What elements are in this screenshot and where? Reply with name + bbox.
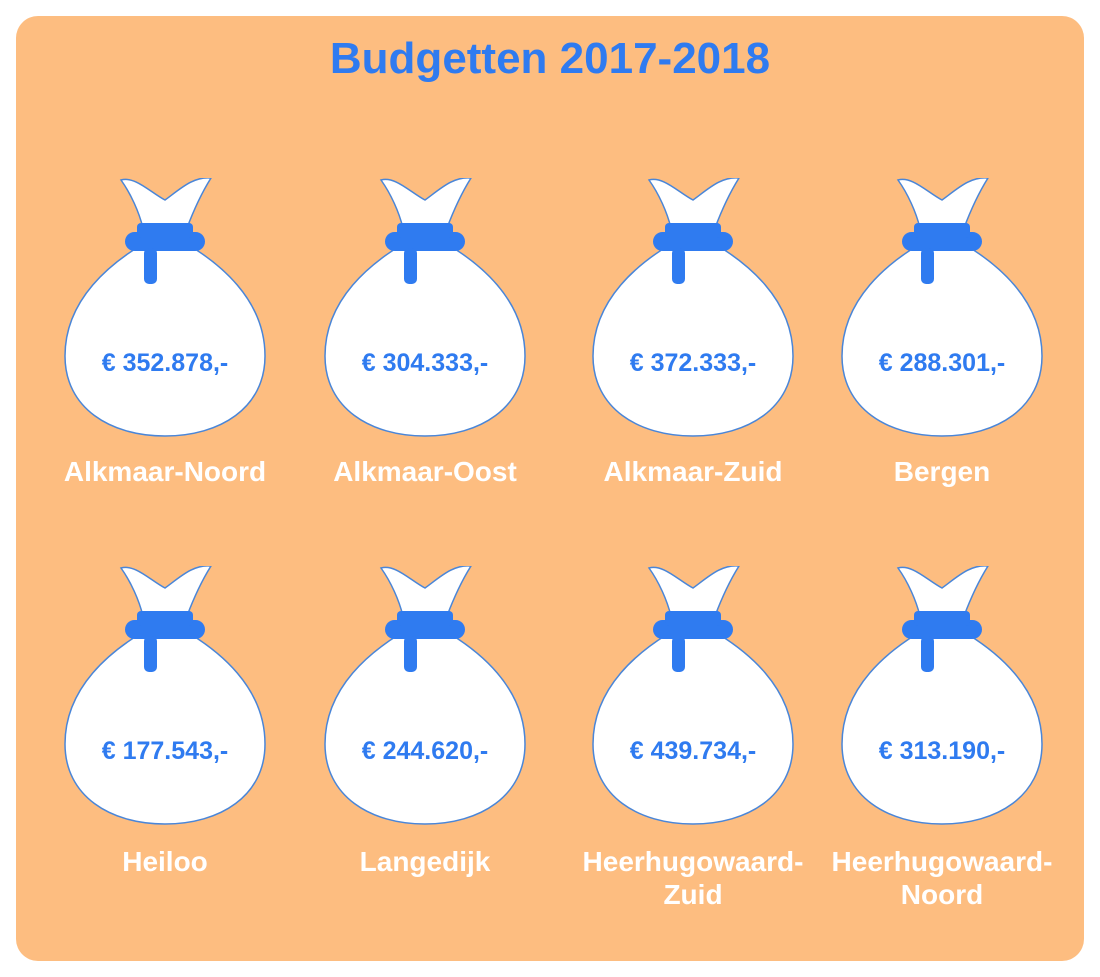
- region-label: Heiloo: [122, 846, 208, 877]
- money-bag-icon: [592, 178, 794, 437]
- money-bag-icon: [324, 178, 526, 437]
- money-bag: € 288.301,-: [832, 178, 1052, 453]
- region-label: Alkmaar-Noord: [63, 456, 267, 487]
- money-bag-icon: [64, 566, 266, 825]
- money-bag-icon: [841, 178, 1043, 437]
- budget-amount: € 352.878,-: [101, 349, 229, 377]
- money-bag: € 304.333,-: [315, 178, 535, 453]
- budget-amount: € 304.333,-: [361, 349, 489, 377]
- budget-amount: € 177.543,-: [101, 737, 229, 765]
- budget-amount: € 372.333,-: [629, 349, 757, 377]
- budget-amount: € 288.301,-: [878, 349, 1006, 377]
- money-bag-icon: [64, 178, 266, 437]
- region-label: Heerhugowaard- Noord: [831, 846, 1053, 910]
- money-bag-icon: [592, 566, 794, 825]
- budget-amount: € 244.620,-: [361, 737, 489, 765]
- page-title: Budgetten 2017-2018: [329, 34, 771, 83]
- money-bag: € 372.333,-: [583, 178, 803, 453]
- region-label: Bergen: [893, 456, 991, 487]
- money-bag: € 177.543,-: [55, 566, 275, 841]
- money-bag: € 439.734,-: [583, 566, 803, 841]
- money-bag: € 244.620,-: [315, 566, 535, 841]
- money-bag: € 352.878,-: [55, 178, 275, 453]
- money-bag: € 313.190,-: [832, 566, 1052, 841]
- region-label: Heerhugowaard- Zuid: [582, 846, 804, 910]
- money-bag-icon: [324, 566, 526, 825]
- region-label: Alkmaar-Zuid: [603, 456, 783, 487]
- money-bag-icon: [841, 566, 1043, 825]
- budget-amount: € 439.734,-: [629, 737, 757, 765]
- region-label: Langedijk: [359, 846, 491, 877]
- region-label: Alkmaar-Oost: [333, 456, 517, 487]
- budget-amount: € 313.190,-: [878, 737, 1006, 765]
